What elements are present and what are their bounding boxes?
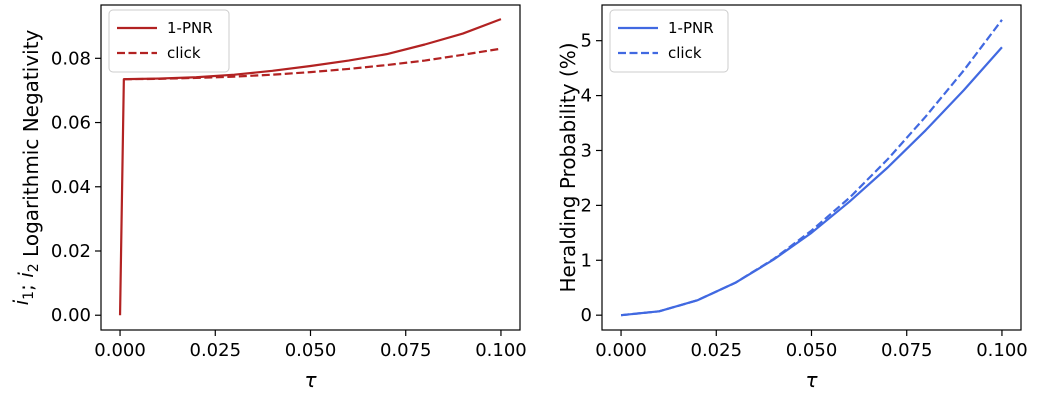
y-axis-label: i1; i2 Logarithmic Negativity <box>9 29 43 305</box>
y-tick-label: 2 <box>581 195 592 216</box>
y-axis-label: Heralding Probability (%) <box>556 42 580 292</box>
legend-label: 1-PNR <box>668 19 714 37</box>
y-tick-label: 0 <box>581 305 592 326</box>
x-tick-label: 0.100 <box>976 340 1028 361</box>
y-tick-label: 4 <box>581 86 592 107</box>
x-axis-label: τ <box>304 368 317 392</box>
panel-2: 0.000 0.025 0.050 0.075 0.100 0 1 2 3 4 5 τ Heraldin… <box>556 4 1028 392</box>
x-tick-label: 0.000 <box>94 340 146 361</box>
x-tick-label: 0.075 <box>881 340 933 361</box>
y-tick-label: 0.06 <box>51 113 91 134</box>
legend-box <box>609 9 729 73</box>
panel-1: 0.000 0.025 0.050 0.075 0.100 0.00 0.02 0.04 0.0… <box>9 4 527 392</box>
x-tick-label: 0.050 <box>285 340 337 361</box>
x-axis-label: τ <box>805 368 818 392</box>
series-line-click <box>620 19 1003 317</box>
x-tick-label: 0.050 <box>786 340 838 361</box>
y-tick-label: 0.02 <box>51 241 91 262</box>
y-tick-label: 3 <box>581 140 592 161</box>
legend-label: click <box>668 44 702 62</box>
x-tick-label: 0.000 <box>595 340 647 361</box>
legend-box <box>108 9 230 73</box>
x-tick-label: 0.100 <box>475 340 527 361</box>
y-tick-label: 0.00 <box>51 305 91 326</box>
x-tick-label: 0.025 <box>190 340 242 361</box>
y-tick-label: 0.04 <box>51 177 91 198</box>
legend-label: click <box>167 44 201 62</box>
y-tick-label: 0.08 <box>51 48 91 69</box>
legend-label: 1-PNR <box>167 19 213 37</box>
series-line-1-pnr <box>620 46 1003 317</box>
legend: 1-PNR click <box>609 9 729 73</box>
y-tick-label: 1 <box>581 250 592 271</box>
legend: 1-PNR click <box>108 9 230 73</box>
x-tick-label: 0.075 <box>380 340 432 361</box>
x-tick-label: 0.025 <box>691 340 743 361</box>
series-line-click <box>123 47 502 81</box>
y-tick-label: 5 <box>581 31 592 52</box>
